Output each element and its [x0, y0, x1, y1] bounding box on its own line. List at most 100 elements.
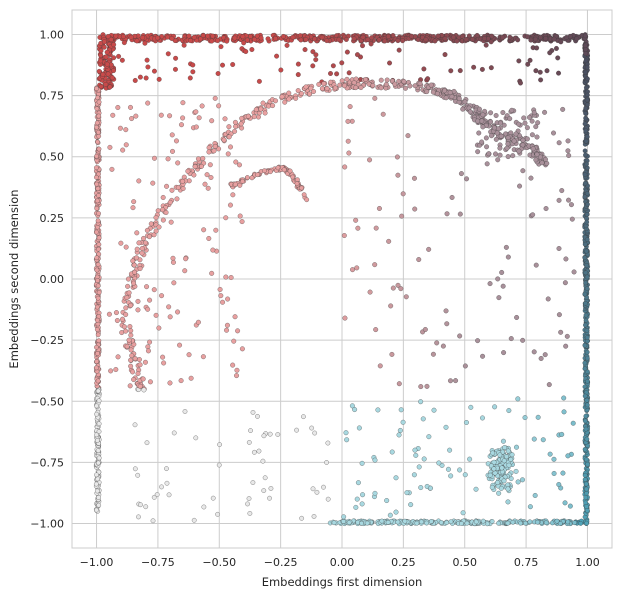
mauve-scatter-point — [563, 343, 569, 349]
cluster-point — [506, 462, 512, 468]
corner-point — [101, 39, 107, 45]
left-edge-point — [94, 411, 99, 417]
top-edge-point — [515, 37, 521, 43]
left-edge-point — [95, 95, 100, 101]
right-edge-point — [585, 201, 590, 207]
bottom-edge-point — [496, 520, 501, 526]
top-edge-point — [113, 33, 119, 39]
arc-point — [216, 146, 222, 152]
gray-scatter-point — [294, 427, 299, 433]
x-tick-label: 0.75 — [514, 556, 539, 569]
arc-point — [290, 174, 296, 180]
pink-scatter-point — [160, 195, 166, 200]
mauve-scatter-point — [388, 303, 394, 309]
x-tick-label: −0.75 — [141, 556, 175, 569]
top-edge-point — [543, 36, 549, 41]
blue-scatter-point — [457, 467, 463, 473]
arc-point — [258, 106, 264, 112]
top-band-point — [220, 62, 225, 68]
right-edge-point — [583, 312, 589, 318]
blue-scatter-point — [375, 407, 381, 413]
mauve-cluster-point — [513, 131, 519, 137]
arc-point — [543, 157, 548, 162]
left-edge-point — [95, 448, 101, 453]
top-edge-point — [312, 36, 318, 42]
right-edge-point — [582, 148, 588, 154]
mauve-cluster-point — [488, 133, 494, 139]
top-edge-point — [198, 36, 204, 42]
left-edge-point — [95, 218, 101, 224]
top-band-point — [355, 52, 360, 58]
pink-scatter-point — [123, 127, 129, 133]
y-tick-labels: −1.00 −0.75 −0.50 −0.25 0.00 0.25 0.50 0.75 1.00 — [30, 28, 64, 530]
right-edge-point — [583, 426, 589, 432]
arc-point — [270, 103, 276, 109]
cluster-point — [508, 457, 514, 462]
left-edge-point — [95, 224, 100, 230]
gray-scatter-point — [217, 442, 222, 447]
mauve-scatter-point — [354, 265, 360, 271]
blue-scatter-point — [436, 460, 442, 466]
blue-scatter-point — [506, 408, 512, 413]
x-tick-label: 0.00 — [330, 556, 355, 569]
pink-scatter-point — [228, 275, 234, 280]
blue-scatter-point — [418, 485, 424, 491]
pink-scatter-point — [133, 113, 139, 119]
left-edge-point — [94, 365, 99, 371]
arc-point — [132, 269, 138, 275]
top-edge-point — [324, 38, 330, 44]
left-edge-point — [96, 460, 101, 466]
arc-point — [135, 371, 141, 376]
right-edge-point — [584, 436, 590, 442]
top-band-point — [534, 45, 540, 51]
corner-point — [98, 48, 104, 54]
arc-point — [240, 178, 245, 184]
mauve-cluster-point — [531, 110, 537, 116]
pink-scatter-point — [206, 236, 212, 241]
bottom-edge-point — [428, 519, 434, 524]
pink-scatter-point — [234, 373, 239, 379]
top-edge-point — [343, 37, 349, 42]
top-edge-point — [297, 33, 303, 39]
left-edge-point — [94, 165, 99, 171]
top-band-point — [187, 75, 193, 81]
pink-scatter-point — [136, 240, 142, 246]
arc-point — [141, 387, 147, 393]
arc-point — [175, 185, 181, 190]
blue-scatter-point — [344, 437, 350, 443]
arc-point — [121, 324, 127, 330]
pink-scatter-point — [209, 270, 215, 276]
arc-point — [249, 175, 255, 181]
arc-point — [370, 82, 376, 88]
bottom-edge-point — [584, 520, 589, 526]
top-edge-point — [454, 38, 460, 44]
arc-point — [316, 81, 322, 87]
right-edge-point — [582, 472, 588, 478]
mauve-cluster-point — [497, 152, 503, 158]
corner-point — [101, 44, 107, 50]
arc-point — [132, 356, 138, 362]
arc-point — [206, 149, 212, 155]
bottom-edge-point — [355, 519, 361, 525]
right-edge-point — [584, 274, 590, 280]
left-edge-point — [94, 229, 99, 235]
cluster-point — [501, 478, 507, 484]
y-tick-label: 0.00 — [40, 273, 65, 286]
pink-scatter-point — [131, 280, 137, 286]
top-band-point — [516, 58, 522, 64]
bottom-edge-point — [535, 519, 540, 525]
mauve-scatter-point — [514, 315, 520, 320]
right-edge-point — [584, 349, 590, 355]
gray-scatter-point — [256, 448, 262, 454]
arc-point — [321, 81, 327, 87]
right-edge-point — [582, 342, 588, 348]
left-edge-point — [96, 146, 102, 152]
gray-scatter-point — [325, 496, 331, 502]
mauve-scatter-point — [493, 113, 499, 118]
blue-scatter-point — [443, 424, 449, 430]
left-edge-point — [94, 472, 99, 478]
mauve-scatter-point — [543, 206, 549, 212]
top-band-point — [181, 42, 187, 48]
mauve-cluster-point — [535, 120, 541, 126]
mauve-scatter-point — [460, 106, 466, 112]
